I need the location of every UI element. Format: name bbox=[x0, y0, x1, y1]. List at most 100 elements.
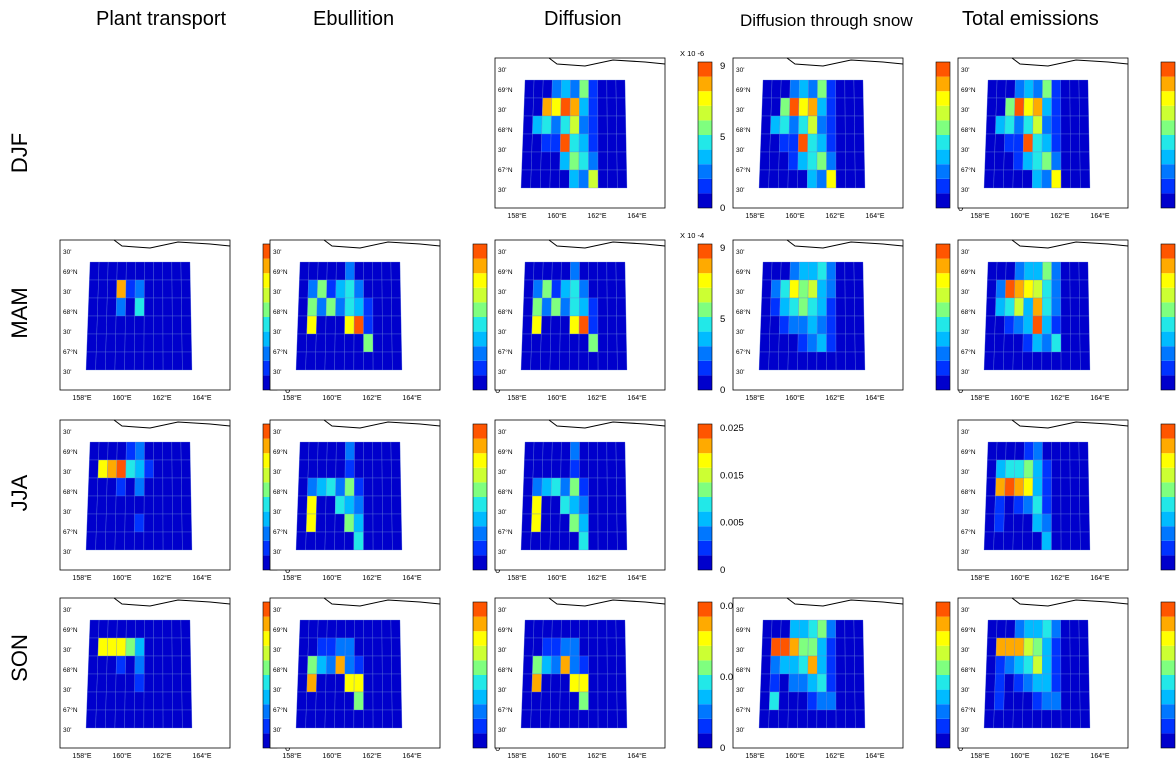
grid-cell bbox=[540, 151, 551, 171]
grid-cell bbox=[844, 279, 855, 299]
lat-tick-label: 30' bbox=[961, 607, 969, 614]
grid-cell bbox=[372, 333, 383, 353]
grid-cell bbox=[798, 637, 809, 657]
grid-cell bbox=[816, 691, 827, 711]
grid-cell bbox=[569, 169, 580, 189]
colorbar-swatch bbox=[473, 360, 487, 376]
colorbar-swatch bbox=[698, 105, 712, 121]
grid-cell bbox=[391, 709, 403, 729]
grid-cell bbox=[845, 709, 856, 729]
grid-cell bbox=[789, 637, 800, 657]
lat-tick-label: 30' bbox=[63, 249, 71, 256]
grid-cell bbox=[144, 441, 154, 461]
colorbar-swatch bbox=[1161, 76, 1175, 92]
grid-cell bbox=[88, 459, 99, 479]
panel-mam-plant-transport: 30'69°N30'68°N30'67°N30'158°E 160°E 162°E 1… bbox=[59, 239, 298, 402]
grid-cell bbox=[789, 97, 800, 117]
grid-cell bbox=[1051, 151, 1062, 171]
colorbar-swatch bbox=[936, 91, 950, 106]
grid-cell bbox=[1060, 351, 1071, 371]
lon-tick-label: 164°E bbox=[627, 574, 646, 582]
grid-cell bbox=[1060, 513, 1071, 533]
colorbar-swatch bbox=[698, 91, 712, 106]
grid-cell bbox=[578, 709, 589, 729]
grid-cell bbox=[817, 261, 827, 281]
grid-cell bbox=[835, 673, 846, 693]
grid-cell bbox=[344, 637, 355, 657]
grid-cell bbox=[1078, 619, 1089, 639]
grid-cell bbox=[541, 495, 552, 515]
grid-cell bbox=[1070, 169, 1081, 189]
grid-cell bbox=[762, 619, 773, 639]
grid-cell bbox=[616, 133, 627, 153]
grid-cell bbox=[559, 531, 570, 551]
colorbar-tick-label: 0 bbox=[495, 565, 500, 576]
grid-cell bbox=[381, 279, 392, 299]
grid-cell bbox=[391, 351, 403, 371]
grid-cell bbox=[1070, 709, 1081, 729]
grid-cell bbox=[807, 709, 818, 729]
lat-tick-label: 30' bbox=[498, 509, 506, 516]
grid-cell bbox=[798, 619, 809, 639]
grid-cell bbox=[1005, 459, 1016, 479]
grid-cell bbox=[1004, 297, 1015, 317]
grid-cell bbox=[181, 655, 192, 675]
grid-cell bbox=[522, 673, 533, 693]
lat-tick-label: 30' bbox=[498, 107, 506, 114]
grid-cell bbox=[807, 151, 818, 171]
lat-tick-label: 30' bbox=[498, 187, 506, 194]
grid-cell bbox=[996, 619, 1007, 639]
lat-tick-label: 67°N bbox=[498, 166, 513, 174]
grid-cell bbox=[579, 115, 589, 135]
colorbar-swatch bbox=[936, 317, 950, 332]
grid-cell bbox=[1005, 619, 1016, 639]
grid-cell bbox=[826, 133, 837, 153]
grid-cell bbox=[306, 333, 317, 353]
grid-cell bbox=[162, 477, 173, 497]
grid-cell bbox=[107, 279, 118, 299]
grid-cell bbox=[541, 673, 552, 693]
grid-cell bbox=[835, 97, 846, 117]
grid-cell bbox=[85, 531, 97, 551]
lat-tick-label: 30' bbox=[63, 289, 71, 296]
grid-cell bbox=[1022, 531, 1033, 551]
grid-cell bbox=[162, 279, 173, 299]
grid-cell bbox=[89, 441, 100, 461]
colorbar-swatch bbox=[473, 424, 487, 439]
lon-tick-label: 160°E bbox=[785, 212, 804, 220]
grid-cell bbox=[172, 351, 183, 371]
grid-cell bbox=[363, 351, 374, 371]
grid-cell bbox=[579, 637, 589, 657]
colorbar-swatch bbox=[473, 453, 487, 468]
lat-tick-label: 30' bbox=[273, 549, 281, 556]
grid-cell bbox=[1005, 97, 1016, 117]
grid-cell bbox=[550, 151, 561, 171]
colorbar-swatch bbox=[1161, 287, 1175, 303]
colorbar-frame bbox=[935, 601, 951, 749]
grid-cell bbox=[391, 315, 402, 335]
lon-tick-label: 164°E bbox=[627, 752, 646, 758]
lon-tick-label: 162°E bbox=[825, 752, 844, 758]
grid-cell bbox=[107, 459, 118, 479]
grid-cell bbox=[299, 619, 310, 639]
grid-cell bbox=[531, 495, 542, 515]
grid-cell bbox=[134, 673, 145, 693]
grid-cell bbox=[1014, 441, 1025, 461]
lat-tick-label: 67°N bbox=[498, 706, 513, 714]
grid-cell bbox=[578, 495, 589, 515]
grid-cell bbox=[1079, 495, 1090, 515]
grid-cell bbox=[559, 351, 570, 371]
grid-cell bbox=[153, 459, 163, 479]
grid-cell bbox=[531, 513, 542, 533]
grid-cell bbox=[588, 261, 598, 281]
lat-tick-label: 30' bbox=[961, 727, 969, 734]
grid-cell bbox=[522, 297, 534, 317]
grid-cell bbox=[124, 333, 135, 353]
grid-cell bbox=[607, 709, 618, 729]
grid-cell bbox=[1069, 655, 1080, 675]
grid-cell bbox=[550, 673, 561, 693]
colorbar-swatch bbox=[1161, 244, 1175, 259]
grid-cell bbox=[995, 459, 1006, 479]
grid-cell bbox=[768, 169, 779, 189]
grid-cell bbox=[798, 297, 809, 317]
